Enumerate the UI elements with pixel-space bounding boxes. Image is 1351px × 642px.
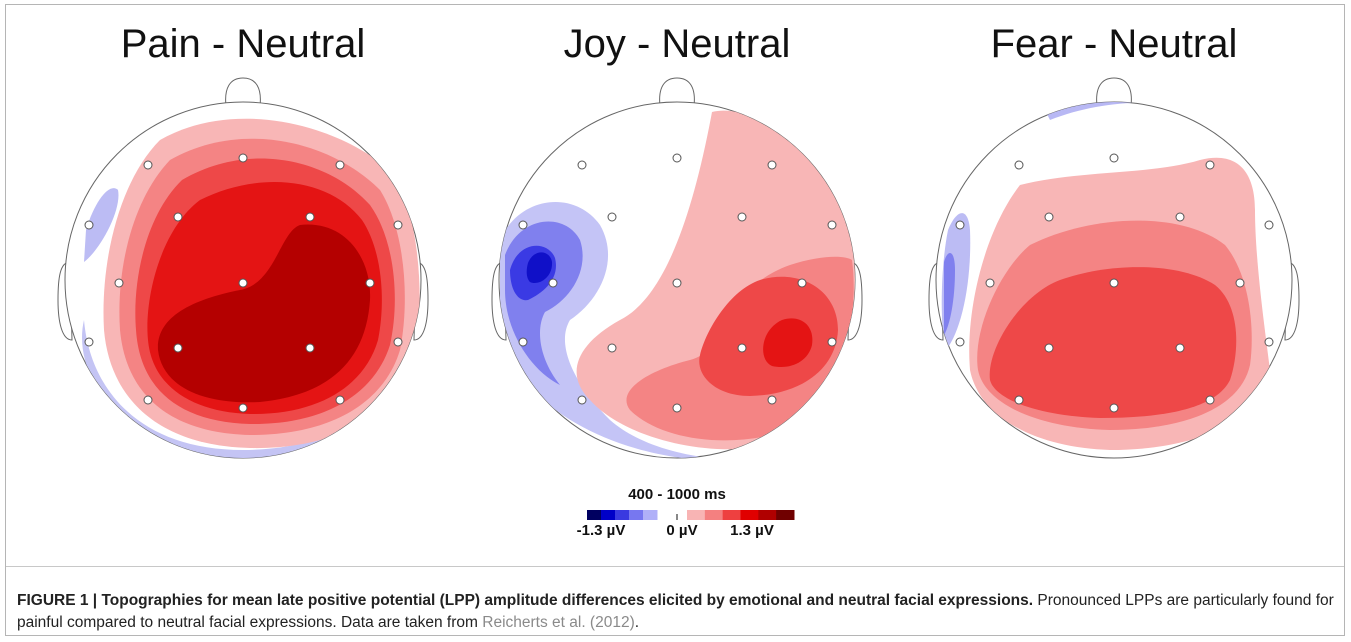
colorbar-negative-step — [615, 510, 630, 520]
colorbar-negative-step — [629, 510, 644, 520]
colorbar — [587, 510, 795, 520]
colorbar-positive-step — [776, 510, 795, 520]
topomap-fear — [941, 102, 1270, 451]
colorbar-positive-step — [740, 510, 759, 520]
caption-body: Pronounced LPPs are particularly found f… — [17, 592, 1334, 631]
panel-title-joy: Joy - Neutral — [563, 22, 791, 66]
panel-title-pain: Pain - Neutral — [120, 22, 366, 66]
caption-reference-link[interactable]: Reicherts et al. (2012) — [482, 614, 635, 631]
colorbar-min-label: -1.3 µV — [576, 522, 626, 539]
colorbar-negative-step — [587, 510, 602, 520]
colorbar-negative-step — [601, 510, 616, 520]
figure-frame — [5, 4, 1345, 636]
caption-end: . — [634, 614, 640, 631]
figure-caption: FIGURE 1 | Topographies for mean late po… — [17, 590, 1337, 634]
electrodes-pain — [84, 153, 403, 413]
colorbar-positive-step — [687, 510, 706, 520]
colorbar-positive-step — [722, 510, 741, 520]
caption-divider — [6, 566, 1344, 567]
colorbar-max-label: 1.3 µV — [730, 522, 774, 539]
topomap-pain — [82, 102, 420, 458]
colorbar-zero-label: 0 µV — [666, 522, 698, 539]
colorbar-positive-step — [758, 510, 777, 520]
caption-bold-text: Topographies for mean late positive pote… — [101, 592, 1034, 609]
colorbar-negative-step — [643, 510, 658, 520]
caption-figure-label: FIGURE 1 | — [17, 592, 102, 609]
electrodes-joy — [518, 153, 837, 413]
panel-title-fear: Fear - Neutral — [990, 22, 1238, 66]
electrodes-fear — [955, 153, 1274, 413]
colorbar-title: 400 - 1000 ms — [628, 486, 726, 503]
colorbar-positive-step — [704, 510, 724, 520]
